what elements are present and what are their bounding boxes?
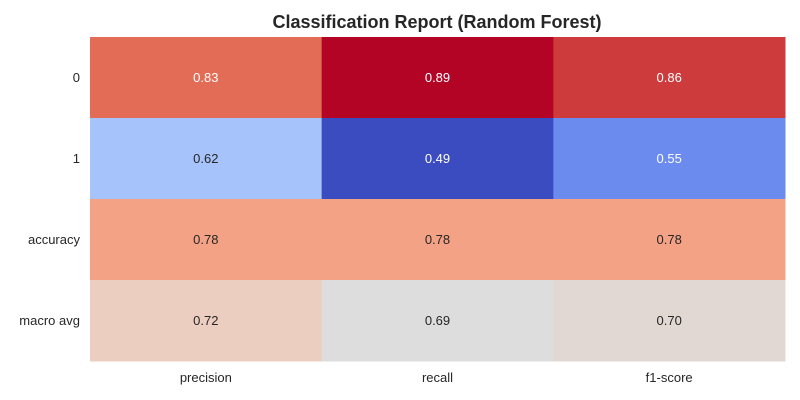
heatmap-cell-label: 0.83 bbox=[193, 70, 218, 85]
heatmap-cell-0-recall bbox=[321, 37, 554, 119]
heatmap-cell-label: 0.55 bbox=[657, 151, 682, 166]
heatmap-cell-macro-avg-precision bbox=[90, 280, 323, 362]
y-axis-tick-label: macro avg bbox=[19, 313, 80, 328]
heatmap-cell-accuracy-f1-score bbox=[553, 199, 786, 281]
heatmap-cell-accuracy-recall bbox=[321, 199, 554, 281]
heatmap-cell-macro-avg-recall bbox=[321, 280, 554, 362]
x-axis-tick-label: f1-score bbox=[646, 370, 693, 385]
heatmap-cell-labels: 0.83 0.89 0.86 0.62 0.49 0.55 0.78 0.78 0.78 0.72… bbox=[193, 70, 682, 328]
heatmap-cell-label: 0.78 bbox=[193, 232, 218, 247]
heatmap-cell-1-recall bbox=[321, 118, 554, 200]
y-axis-tick-label: 1 bbox=[73, 151, 80, 166]
heatmap-cell-label: 0.70 bbox=[657, 313, 682, 328]
heatmap-cell-label: 0.86 bbox=[657, 70, 682, 85]
x-axis-tick-label: recall bbox=[422, 370, 453, 385]
heatmap-cells bbox=[90, 37, 786, 362]
x-axis-tick-labels: precision recall f1-score bbox=[180, 370, 693, 385]
heatmap-cell-label: 0.69 bbox=[425, 313, 450, 328]
heatmap-cell-accuracy-precision bbox=[90, 199, 323, 281]
y-axis-tick-label: 0 bbox=[73, 70, 80, 85]
heatmap-cell-macro-avg-f1-score bbox=[553, 280, 786, 362]
heatmap-cell-label: 0.49 bbox=[425, 151, 450, 166]
chart-title: Classification Report (Random Forest) bbox=[272, 12, 601, 32]
heatmap-cell-label: 0.78 bbox=[657, 232, 682, 247]
heatmap-cell-label: 0.62 bbox=[193, 151, 218, 166]
y-axis-tick-label: accuracy bbox=[28, 232, 81, 247]
heatmap-cell-label: 0.72 bbox=[193, 313, 218, 328]
heatmap-cell-0-f1-score bbox=[553, 37, 786, 119]
heatmap-cell-label: 0.78 bbox=[425, 232, 450, 247]
heatmap-cell-0-precision bbox=[90, 37, 323, 119]
heatmap-cell-1-f1-score bbox=[553, 118, 786, 200]
y-axis-tick-labels: 0 1 accuracy macro avg bbox=[19, 70, 80, 328]
heatmap-cell-1-precision bbox=[90, 118, 323, 200]
x-axis-tick-label: precision bbox=[180, 370, 232, 385]
heatmap-cell-label: 0.89 bbox=[425, 70, 450, 85]
